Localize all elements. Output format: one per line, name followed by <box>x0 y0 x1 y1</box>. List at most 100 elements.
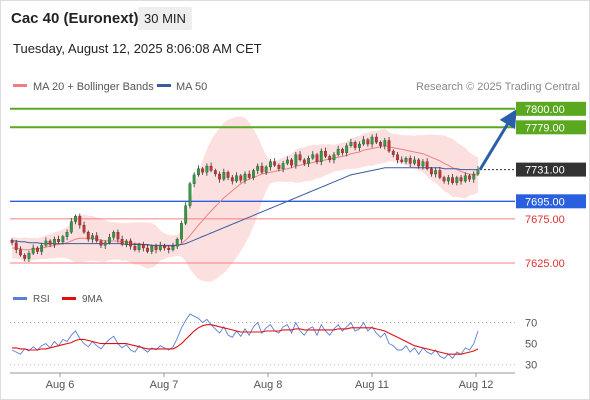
candle <box>163 245 166 249</box>
level-tag-2 <box>516 162 586 177</box>
rsi-ma-legend-label: 9MA <box>82 294 103 305</box>
candle <box>192 174 196 184</box>
candle <box>319 150 323 162</box>
level-tag-1 <box>516 120 586 135</box>
candle <box>112 231 116 238</box>
level-tag-3 <box>516 194 586 209</box>
candle <box>103 242 107 246</box>
candle <box>421 161 425 167</box>
candle <box>124 240 128 245</box>
candle <box>243 173 247 181</box>
candle <box>120 239 124 245</box>
candle <box>429 168 433 175</box>
candle <box>434 170 438 175</box>
level-label-4: 7675.00 <box>525 214 565 226</box>
candle <box>19 249 22 256</box>
candle <box>146 247 149 252</box>
candle <box>472 173 476 180</box>
candle <box>400 159 404 162</box>
candle <box>247 173 251 178</box>
candle <box>256 165 260 171</box>
candle <box>357 143 361 148</box>
candle <box>463 175 467 182</box>
candle <box>281 163 285 169</box>
candle <box>213 170 217 175</box>
candle <box>10 239 14 243</box>
rsi-tick-0: 70 <box>525 318 537 330</box>
candle <box>417 159 421 167</box>
candle <box>362 139 366 145</box>
candle <box>196 168 200 176</box>
candle <box>277 165 281 169</box>
rsi-legend-label: RSI <box>33 294 50 305</box>
rsi-legend-swatch <box>13 297 27 300</box>
candle <box>180 223 183 240</box>
ma20-legend-label: MA 20 + Bollinger Bands <box>33 81 154 93</box>
candle <box>36 247 39 252</box>
candle <box>451 177 454 183</box>
candle <box>201 168 205 173</box>
candle <box>61 236 65 242</box>
candle <box>69 221 73 233</box>
candle <box>396 154 399 161</box>
rsi-ma-legend-swatch <box>62 297 76 300</box>
candle <box>116 231 120 240</box>
candle <box>82 224 86 233</box>
candle <box>290 159 294 166</box>
candle <box>57 239 61 242</box>
candle <box>328 156 332 161</box>
candle <box>27 253 31 259</box>
rsi-tick-1: 50 <box>525 339 537 351</box>
candle <box>446 177 450 182</box>
candle <box>345 145 349 154</box>
candle <box>137 244 141 250</box>
bollinger-band <box>12 116 478 282</box>
candle <box>91 235 94 240</box>
ma50-legend-label: MA 50 <box>176 81 207 93</box>
candle <box>353 142 357 148</box>
candle <box>285 159 289 164</box>
candle <box>264 166 268 173</box>
candle <box>23 254 27 259</box>
candle <box>459 177 463 182</box>
rsi-line <box>11 313 479 360</box>
candle <box>150 246 154 252</box>
credit-label: Research © 2025 Trading Central <box>416 81 580 93</box>
candle <box>226 172 230 178</box>
candle <box>65 231 69 237</box>
candle <box>468 175 471 180</box>
candle <box>379 142 382 146</box>
candle <box>218 173 221 180</box>
candle <box>374 136 378 143</box>
candle <box>158 245 162 250</box>
level-label-1: 7779.00 <box>525 122 565 134</box>
chart-datetime: Tuesday, August 12, 2025 8:06:08 AM CET <box>13 41 262 56</box>
x-label-4: Aug 12 <box>459 379 494 391</box>
candle <box>438 170 442 178</box>
candle <box>154 246 158 250</box>
candle <box>269 161 272 168</box>
candle <box>175 239 179 247</box>
candle <box>273 161 277 166</box>
candle <box>205 165 209 173</box>
candle <box>40 245 44 252</box>
level-label-0: 7800.00 <box>525 104 565 116</box>
candle <box>86 231 90 240</box>
candle <box>235 175 238 182</box>
candle <box>349 142 353 146</box>
candle <box>52 239 56 245</box>
forecast-arrow <box>478 109 517 171</box>
candle <box>222 172 226 180</box>
candle <box>336 149 340 155</box>
ma50-line <box>12 167 478 246</box>
timeframe-button[interactable]: 30 MIN <box>138 7 192 30</box>
candle <box>404 157 408 162</box>
candle <box>95 235 99 242</box>
candle <box>74 216 77 222</box>
candle <box>366 139 370 145</box>
candle <box>442 177 446 182</box>
candle <box>252 170 255 178</box>
level-label-5: 7625.00 <box>525 258 565 270</box>
candle <box>476 169 480 175</box>
